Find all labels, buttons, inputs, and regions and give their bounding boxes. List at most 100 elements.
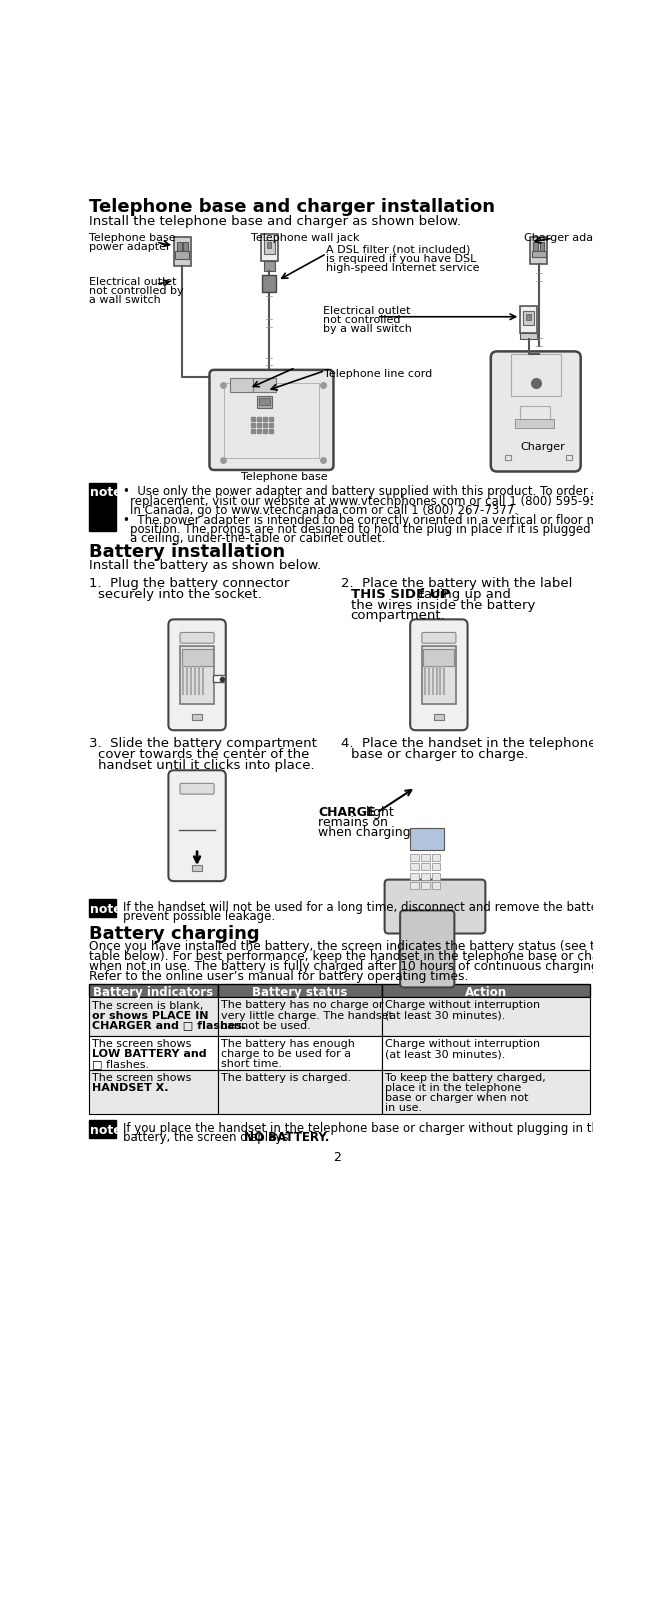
Text: Electrical outlet: Electrical outlet bbox=[323, 306, 410, 315]
Text: CHARGE: CHARGE bbox=[318, 806, 376, 819]
Bar bbox=[88, 1120, 117, 1138]
Text: Once you have installed the battery, the screen indicates the battery status (se: Once you have installed the battery, the… bbox=[88, 941, 610, 954]
Text: power adapter: power adapter bbox=[88, 242, 170, 253]
Text: base or charger to charge.: base or charger to charge. bbox=[351, 747, 528, 762]
FancyBboxPatch shape bbox=[422, 632, 456, 643]
Bar bbox=[257, 397, 272, 408]
Text: Install the telephone base and charger as shown below.: Install the telephone base and charger a… bbox=[88, 214, 461, 229]
Text: very little charge. The handset: very little charge. The handset bbox=[221, 1011, 393, 1021]
Text: •  The power adapter is intended to be correctly oriented in a vertical or floor: • The power adapter is intended to be co… bbox=[123, 514, 625, 526]
Bar bbox=[432, 854, 440, 861]
FancyBboxPatch shape bbox=[210, 370, 333, 470]
Bar bbox=[523, 312, 534, 325]
Bar bbox=[88, 997, 218, 1035]
Text: battery, the screen displays: battery, the screen displays bbox=[123, 1131, 292, 1144]
Text: light: light bbox=[362, 806, 394, 819]
Bar bbox=[382, 1070, 590, 1114]
Bar bbox=[434, 714, 444, 720]
FancyBboxPatch shape bbox=[410, 619, 467, 730]
FancyBboxPatch shape bbox=[180, 632, 214, 643]
Text: The screen is blank,: The screen is blank, bbox=[92, 1000, 203, 1011]
FancyBboxPatch shape bbox=[400, 910, 454, 987]
Text: when charging.: when charging. bbox=[318, 827, 415, 840]
Bar bbox=[520, 306, 537, 333]
Bar bbox=[540, 242, 544, 251]
FancyBboxPatch shape bbox=[385, 880, 486, 933]
Text: the wires inside the battery: the wires inside the battery bbox=[351, 598, 535, 611]
Bar bbox=[410, 829, 444, 850]
Text: base or charger when not: base or charger when not bbox=[386, 1093, 529, 1102]
Bar bbox=[432, 882, 440, 890]
Bar bbox=[422, 646, 456, 704]
Text: 2.  Place the battery with the label: 2. Place the battery with the label bbox=[341, 578, 573, 590]
Bar bbox=[532, 251, 546, 258]
Text: not controlled by: not controlled by bbox=[88, 286, 183, 296]
Text: Charge without interruption: Charge without interruption bbox=[386, 1000, 540, 1011]
Text: •  Use only the power adapter and battery supplied with this product. To order a: • Use only the power adapter and battery… bbox=[123, 485, 598, 498]
Text: Refer to the online user’s manual for battery operating times.: Refer to the online user’s manual for ba… bbox=[88, 971, 468, 984]
Bar bbox=[533, 242, 538, 251]
Bar bbox=[410, 864, 418, 870]
Text: Battery installation: Battery installation bbox=[88, 542, 285, 562]
Text: □ flashes.: □ flashes. bbox=[92, 1059, 149, 1069]
Bar bbox=[253, 378, 276, 392]
Bar bbox=[264, 240, 275, 253]
Text: or shows PLACE IN: or shows PLACE IN bbox=[92, 1011, 208, 1021]
Bar bbox=[421, 854, 430, 861]
Text: position. The prongs are not designed to hold the plug in place if it is plugged: position. The prongs are not designed to… bbox=[130, 523, 617, 536]
FancyBboxPatch shape bbox=[169, 619, 226, 730]
Bar bbox=[88, 483, 117, 531]
Bar bbox=[218, 1035, 382, 1070]
Text: (at least 30 minutes).: (at least 30 minutes). bbox=[386, 1011, 505, 1021]
Text: remains on: remains on bbox=[318, 816, 388, 829]
Text: Charger: Charger bbox=[520, 442, 565, 453]
Bar bbox=[432, 872, 440, 880]
Bar bbox=[88, 1035, 218, 1070]
Bar bbox=[410, 882, 418, 890]
Text: short time.: short time. bbox=[221, 1059, 282, 1069]
Bar bbox=[229, 378, 253, 392]
Text: Charge without interruption: Charge without interruption bbox=[386, 1038, 540, 1050]
Text: by a wall switch: by a wall switch bbox=[323, 325, 411, 334]
Text: cover towards the center of the: cover towards the center of the bbox=[98, 747, 309, 762]
Bar bbox=[432, 864, 440, 870]
Text: prevent possible leakage.: prevent possible leakage. bbox=[123, 910, 275, 923]
Text: 2: 2 bbox=[333, 1150, 341, 1163]
Text: high-speed Internet service: high-speed Internet service bbox=[326, 262, 480, 274]
Bar bbox=[260, 234, 277, 261]
Bar bbox=[218, 1070, 382, 1114]
Bar bbox=[511, 354, 561, 397]
Text: The screen shows: The screen shows bbox=[92, 1038, 191, 1050]
Text: NO BATTERY.: NO BATTERY. bbox=[244, 1131, 329, 1144]
Text: The screen shows: The screen shows bbox=[92, 1074, 191, 1083]
Text: To keep the battery charged,: To keep the battery charged, bbox=[386, 1074, 546, 1083]
Text: A DSL filter (not included): A DSL filter (not included) bbox=[326, 245, 471, 254]
Bar bbox=[527, 314, 531, 320]
Text: Battery status: Battery status bbox=[252, 986, 348, 998]
Text: not controlled: not controlled bbox=[323, 315, 400, 325]
Bar bbox=[515, 419, 554, 429]
Text: 3.  Slide the battery compartment: 3. Slide the battery compartment bbox=[88, 738, 316, 750]
Text: Telephone base and charger installation: Telephone base and charger installation bbox=[88, 198, 494, 216]
Bar bbox=[505, 456, 511, 459]
Text: in use.: in use. bbox=[386, 1102, 422, 1114]
Text: handset until it clicks into place.: handset until it clicks into place. bbox=[98, 758, 314, 771]
Bar bbox=[410, 854, 418, 861]
Bar bbox=[520, 406, 550, 421]
Bar bbox=[262, 275, 276, 293]
Text: charge to be used for a: charge to be used for a bbox=[221, 1050, 351, 1059]
Bar bbox=[382, 997, 590, 1035]
Bar bbox=[177, 242, 182, 251]
Text: note: note bbox=[90, 902, 122, 915]
Text: If the handset will not be used for a long time, disconnect and remove the batte: If the handset will not be used for a lo… bbox=[123, 901, 625, 914]
Bar bbox=[566, 456, 572, 459]
Bar bbox=[267, 242, 272, 248]
Text: table below). For best performance, keep the handset in the telephone base or ch: table below). For best performance, keep… bbox=[88, 950, 624, 963]
Text: securely into the socket.: securely into the socket. bbox=[98, 587, 262, 600]
Text: 1.  Plug the battery connector: 1. Plug the battery connector bbox=[88, 578, 289, 590]
Text: Telephone line cord: Telephone line cord bbox=[324, 370, 432, 379]
Text: If you place the handset in the telephone base or charger without plugging in th: If you place the handset in the telephon… bbox=[123, 1122, 606, 1134]
Text: note: note bbox=[90, 486, 122, 499]
Text: a wall switch: a wall switch bbox=[88, 294, 160, 306]
FancyBboxPatch shape bbox=[180, 784, 214, 794]
